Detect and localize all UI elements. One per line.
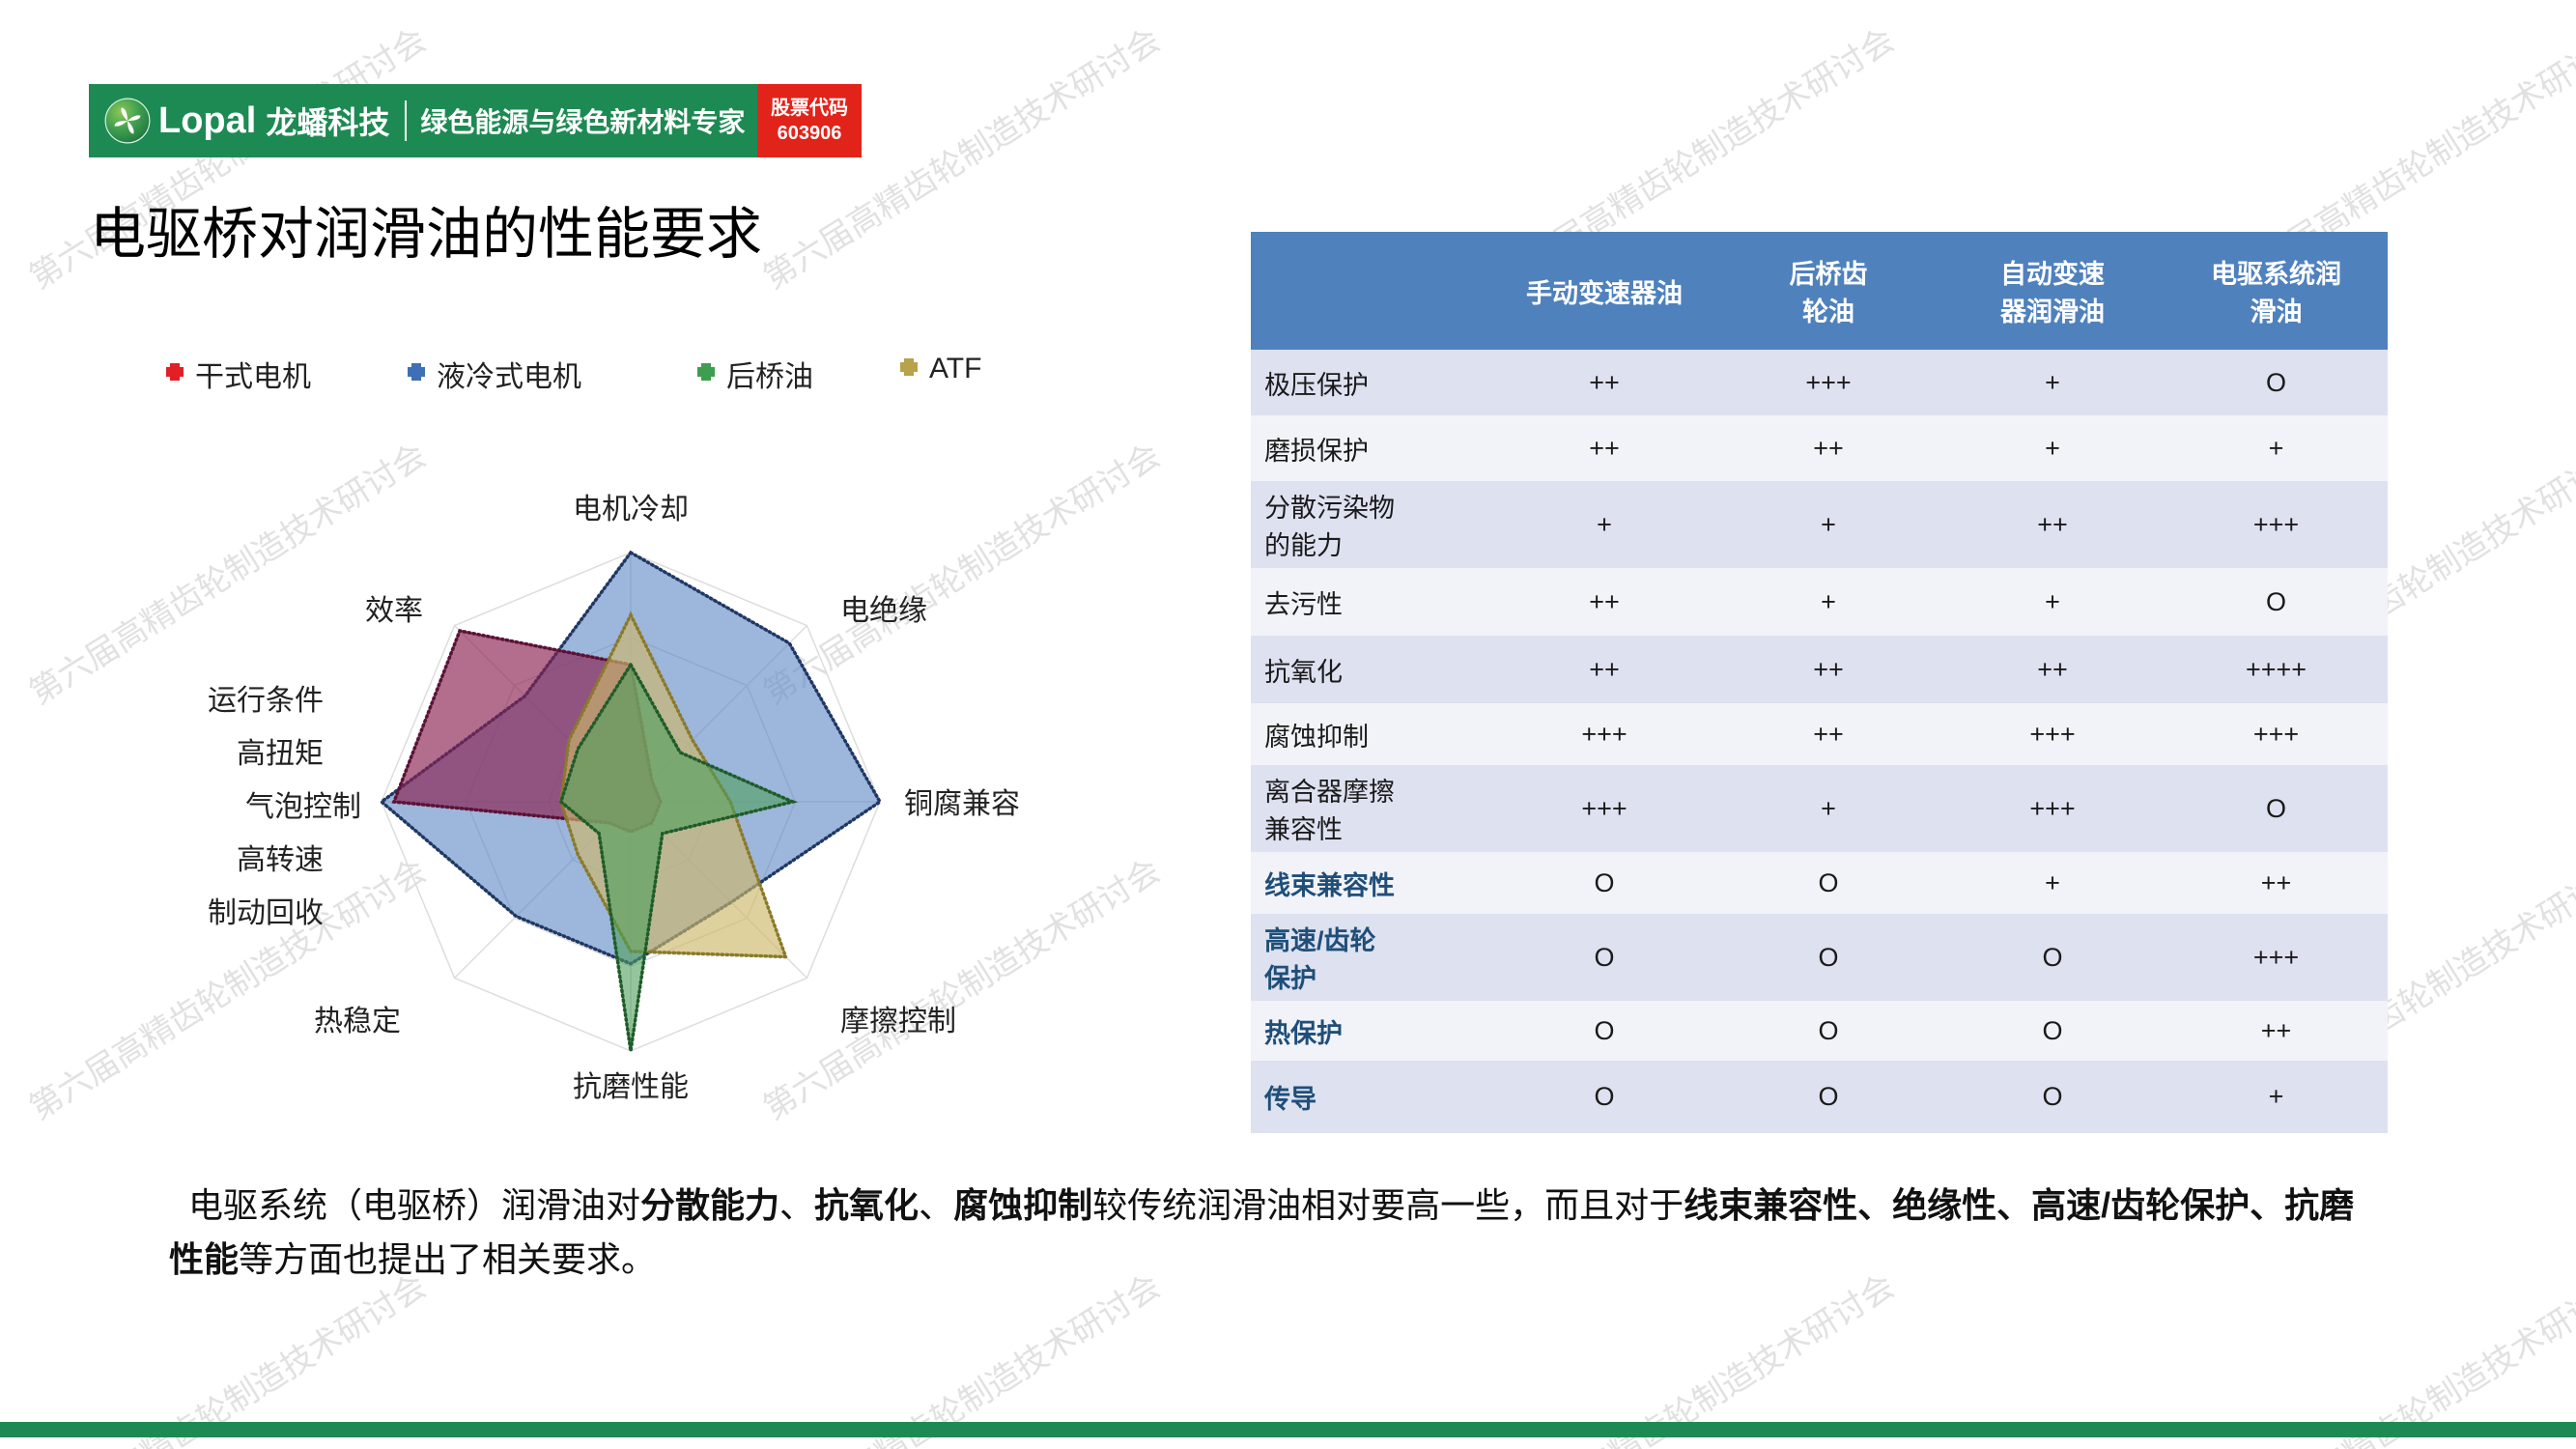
- svg-text:摩擦控制: 摩擦控制: [840, 1006, 956, 1037]
- svg-text:高扭矩: 高扭矩: [237, 738, 324, 770]
- svg-text:铜腐兼容: 铜腐兼容: [904, 788, 1020, 820]
- svg-text:效率: 效率: [365, 595, 423, 627]
- svg-text:热稳定: 热稳定: [314, 1006, 401, 1037]
- svg-text:电机冷却: 电机冷却: [573, 494, 689, 526]
- svg-text:气泡控制: 气泡控制: [245, 791, 361, 823]
- svg-text:抗磨性能: 抗磨性能: [573, 1071, 689, 1103]
- svg-text:电绝缘: 电绝缘: [840, 595, 927, 627]
- svg-text:高转速: 高转速: [237, 844, 324, 876]
- svg-text:运行条件: 运行条件: [208, 685, 324, 717]
- svg-text:制动回收: 制动回收: [208, 897, 324, 929]
